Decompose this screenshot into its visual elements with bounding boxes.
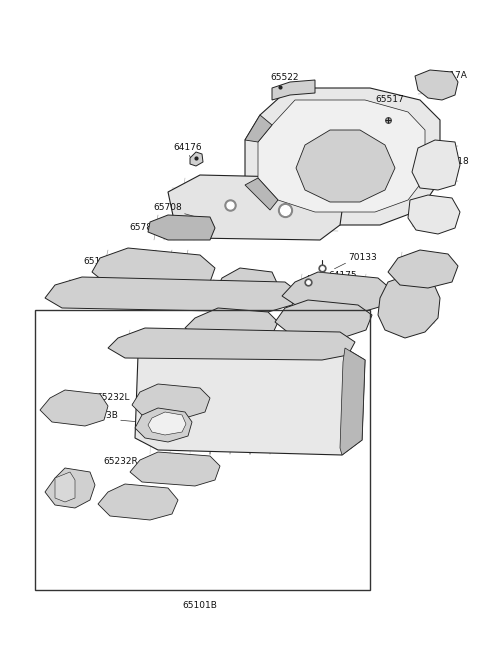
Polygon shape <box>185 308 278 342</box>
Polygon shape <box>388 250 458 288</box>
Text: 65210D: 65210D <box>110 500 145 508</box>
Polygon shape <box>258 100 425 212</box>
Text: 65718: 65718 <box>440 157 469 166</box>
Text: 65173A: 65173A <box>218 318 253 326</box>
Polygon shape <box>40 390 108 426</box>
Polygon shape <box>340 348 365 455</box>
Text: 64175: 64175 <box>328 272 357 280</box>
Text: 64176: 64176 <box>174 143 202 153</box>
Text: 65180: 65180 <box>154 335 182 345</box>
Text: 65513B: 65513B <box>83 411 118 421</box>
Polygon shape <box>245 178 278 210</box>
Text: 65232L: 65232L <box>96 394 130 403</box>
Text: 65720: 65720 <box>314 286 343 295</box>
Polygon shape <box>45 468 95 508</box>
Polygon shape <box>132 384 210 418</box>
Polygon shape <box>148 215 215 240</box>
Polygon shape <box>408 195 460 234</box>
Text: 65522: 65522 <box>271 73 299 83</box>
Text: 65130B: 65130B <box>55 290 90 299</box>
Polygon shape <box>378 275 440 338</box>
Polygon shape <box>45 277 298 312</box>
Polygon shape <box>135 408 192 442</box>
Polygon shape <box>130 452 220 486</box>
Polygon shape <box>415 70 458 100</box>
Polygon shape <box>55 472 75 502</box>
Polygon shape <box>296 130 395 202</box>
Polygon shape <box>135 342 365 455</box>
Polygon shape <box>92 248 215 290</box>
Text: 65521: 65521 <box>420 214 449 223</box>
Polygon shape <box>168 175 345 240</box>
Bar <box>35 310 370 590</box>
Text: 65610B: 65610B <box>308 314 343 322</box>
Text: 65571B: 65571B <box>238 293 273 303</box>
Text: 65232R: 65232R <box>103 457 138 466</box>
Polygon shape <box>245 115 272 142</box>
Polygon shape <box>245 88 440 225</box>
Polygon shape <box>282 272 392 312</box>
Text: 65780: 65780 <box>129 223 158 233</box>
Text: 65710: 65710 <box>408 293 437 303</box>
Polygon shape <box>272 80 315 100</box>
Text: 65550: 65550 <box>416 265 445 274</box>
Text: 65517: 65517 <box>376 96 404 105</box>
Text: 70133: 70133 <box>348 253 377 263</box>
Polygon shape <box>98 484 178 520</box>
Polygon shape <box>148 412 186 435</box>
Text: 65170: 65170 <box>290 415 319 424</box>
Text: 65101B: 65101B <box>182 601 217 610</box>
Polygon shape <box>275 300 372 338</box>
Text: 65183A: 65183A <box>83 257 118 267</box>
Polygon shape <box>215 268 278 308</box>
Text: 65210D: 65210D <box>50 403 85 413</box>
Polygon shape <box>412 140 460 190</box>
Polygon shape <box>108 328 355 360</box>
Text: 65517A: 65517A <box>432 71 467 79</box>
Polygon shape <box>190 152 203 166</box>
Text: 65117B: 65117B <box>52 485 87 495</box>
Text: 65708: 65708 <box>153 204 182 212</box>
